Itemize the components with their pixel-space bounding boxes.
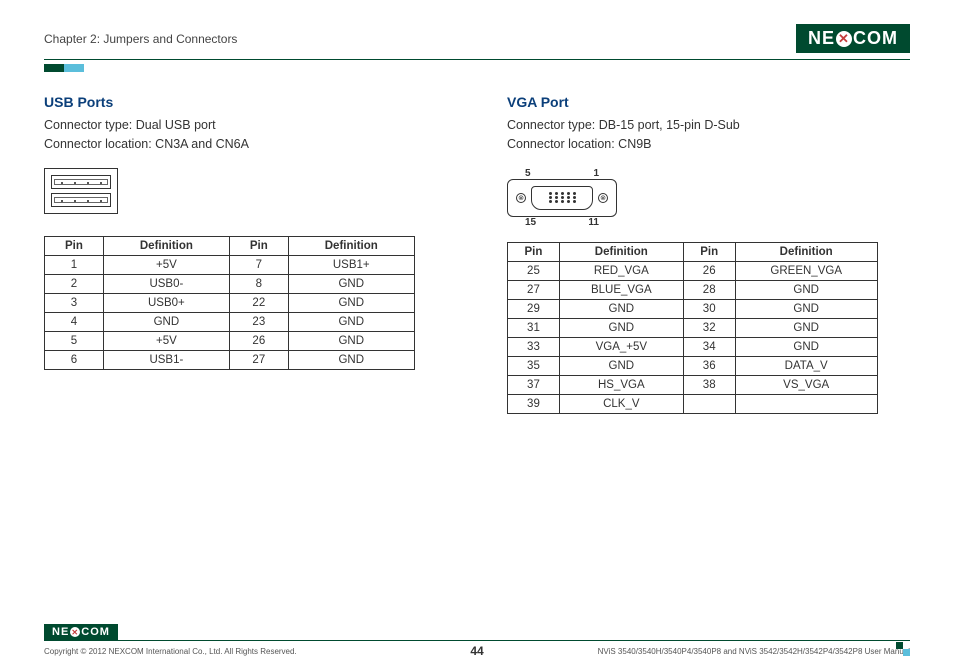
table-row: 3USB0+22GND bbox=[45, 293, 415, 312]
table-row: 5+5V26GND bbox=[45, 331, 415, 350]
page-footer: NE ✕ COM Copyright © 2012 NEXCOM Interna… bbox=[44, 622, 910, 656]
vga-screw-icon: ⊗ bbox=[516, 193, 526, 203]
vga-section: VGA Port Connector type: DB-15 port, 15-… bbox=[507, 94, 910, 414]
header-rule bbox=[44, 59, 910, 60]
page-number: 44 bbox=[470, 644, 483, 658]
vga-pin-label: 15 bbox=[525, 217, 536, 228]
nexcom-logo: NE ✕ COM bbox=[796, 24, 910, 53]
table-header: Pin bbox=[683, 242, 735, 261]
table-row: 27BLUE_VGA28GND bbox=[508, 280, 878, 299]
manual-title: NViS 3540/3540H/3540P4/3540P8 and NViS 3… bbox=[598, 647, 910, 656]
table-row: 37HS_VGA38VS_VGA bbox=[508, 375, 878, 394]
usb-section: USB Ports Connector type: Dual USB port … bbox=[44, 94, 447, 414]
usb-pin-table: Pin Definition Pin Definition 1+5V7USB1+… bbox=[44, 236, 415, 370]
table-header: Pin bbox=[229, 236, 288, 255]
accent-bar bbox=[44, 64, 84, 72]
page-header: Chapter 2: Jumpers and Connectors NE ✕ C… bbox=[44, 24, 910, 53]
table-row: 39CLK_V bbox=[508, 394, 878, 413]
table-header: Pin bbox=[45, 236, 104, 255]
content-columns: USB Ports Connector type: Dual USB port … bbox=[44, 94, 910, 414]
corner-decoration-icon bbox=[896, 642, 910, 656]
table-row: 1+5V7USB1+ bbox=[45, 255, 415, 274]
logo-text-pre: NE bbox=[808, 28, 835, 49]
vga-connector-diagram: 5 1 ⊗ ⊗ 15 11 bbox=[507, 168, 617, 228]
logo-text-post: COM bbox=[853, 28, 898, 49]
usb-slot-icon bbox=[51, 193, 111, 207]
usb-title: USB Ports bbox=[44, 94, 447, 110]
usb-conn-type: Connector type: Dual USB port bbox=[44, 118, 216, 132]
copyright-text: Copyright © 2012 NEXCOM International Co… bbox=[44, 647, 297, 656]
vga-conn-type: Connector type: DB-15 port, 15-pin D-Sub bbox=[507, 118, 740, 132]
table-row: 6USB1-27GND bbox=[45, 350, 415, 369]
table-row: 4GND23GND bbox=[45, 312, 415, 331]
vga-dsub-icon bbox=[531, 186, 593, 210]
table-header: Definition bbox=[288, 236, 414, 255]
vga-screw-icon: ⊗ bbox=[598, 193, 608, 203]
usb-connector-diagram bbox=[44, 168, 118, 214]
table-header: Definition bbox=[559, 242, 683, 261]
vga-pin-label: 1 bbox=[593, 168, 599, 179]
table-row: 29GND30GND bbox=[508, 299, 878, 318]
vga-conn-location: Connector location: CN9B bbox=[507, 137, 652, 151]
table-row: 33VGA_+5V34GND bbox=[508, 337, 878, 356]
table-row: 2USB0-8GND bbox=[45, 274, 415, 293]
table-header: Pin bbox=[508, 242, 560, 261]
vga-pin-table: Pin Definition Pin Definition 25RED_VGA2… bbox=[507, 242, 878, 414]
table-header: Definition bbox=[735, 242, 877, 261]
logo-x-icon: ✕ bbox=[836, 31, 852, 47]
vga-pin-label: 11 bbox=[588, 217, 599, 228]
usb-conn-location: Connector location: CN3A and CN6A bbox=[44, 137, 249, 151]
table-header: Definition bbox=[103, 236, 229, 255]
table-row: 35GND36DATA_V bbox=[508, 356, 878, 375]
logo-x-icon: ✕ bbox=[70, 627, 80, 637]
table-row: 25RED_VGA26GREEN_VGA bbox=[508, 261, 878, 280]
chapter-title: Chapter 2: Jumpers and Connectors bbox=[44, 32, 237, 46]
vga-title: VGA Port bbox=[507, 94, 910, 110]
vga-description: Connector type: DB-15 port, 15-pin D-Sub… bbox=[507, 116, 910, 154]
usb-description: Connector type: Dual USB port Connector … bbox=[44, 116, 447, 154]
footer-logo: NE ✕ COM bbox=[44, 624, 118, 640]
vga-pin-label: 5 bbox=[525, 168, 531, 179]
table-row: 31GND32GND bbox=[508, 318, 878, 337]
usb-slot-icon bbox=[51, 175, 111, 189]
